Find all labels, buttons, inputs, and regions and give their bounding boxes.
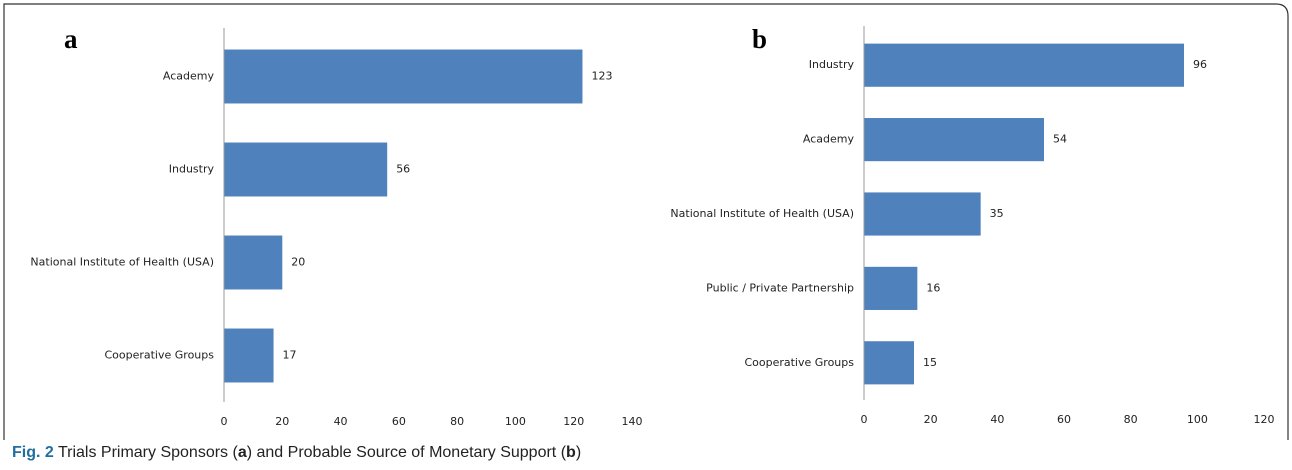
value-label: 16 xyxy=(926,281,940,294)
value-label: 54 xyxy=(1053,133,1067,146)
x-tick-label: 80 xyxy=(1124,413,1138,426)
category-label: Academy xyxy=(803,133,855,146)
x-tick-label: 120 xyxy=(563,415,584,428)
caption-text: ) and Probable Source of Monetary Suppor… xyxy=(246,444,567,461)
value-label: 15 xyxy=(923,356,937,369)
x-tick-label: 60 xyxy=(392,415,406,428)
value-label: 56 xyxy=(396,163,410,176)
x-tick-label: 100 xyxy=(1187,413,1208,426)
bar xyxy=(864,43,1184,87)
category-label: Industry xyxy=(809,58,855,71)
x-tick-label: 80 xyxy=(450,415,464,428)
panel-label: a xyxy=(64,24,78,54)
category-label: Industry xyxy=(169,163,215,176)
x-tick-label: 0 xyxy=(861,413,868,426)
bar xyxy=(224,142,388,197)
x-tick-label: 140 xyxy=(622,415,643,428)
value-label: 96 xyxy=(1193,58,1207,71)
caption-label: Fig. 2 xyxy=(12,444,54,461)
bar xyxy=(864,341,914,385)
caption-text: Trials Primary Sponsors ( xyxy=(57,444,238,461)
frame xyxy=(3,3,1289,440)
x-tick-label: 100 xyxy=(505,415,526,428)
bar xyxy=(224,235,283,290)
value-label: 17 xyxy=(283,349,297,362)
category-label: Cooperative Groups xyxy=(104,349,214,362)
category-label: National Institute of Health (USA) xyxy=(670,207,854,220)
value-label: 123 xyxy=(591,70,612,83)
bar xyxy=(864,192,981,236)
x-tick-label: 120 xyxy=(1254,413,1275,426)
caption-text: a xyxy=(237,444,247,461)
value-label: 35 xyxy=(990,207,1004,220)
bar xyxy=(224,49,583,104)
category-label: National Institute of Health (USA) xyxy=(30,256,214,269)
caption-text: ) xyxy=(575,444,582,461)
value-label: 20 xyxy=(291,256,305,269)
x-tick-label: 0 xyxy=(221,415,228,428)
bar xyxy=(224,328,274,383)
caption-text: b xyxy=(566,444,576,461)
category-label: Cooperative Groups xyxy=(744,356,854,369)
category-label: Academy xyxy=(163,70,215,83)
x-tick-label: 20 xyxy=(924,413,938,426)
caption: Fig. 2 Trials Primary Sponsors (a) and P… xyxy=(12,444,581,462)
bar xyxy=(864,118,1044,162)
x-tick-label: 40 xyxy=(990,413,1004,426)
x-tick-label: 40 xyxy=(334,415,348,428)
category-label: Public / Private Partnership xyxy=(706,281,854,294)
bar xyxy=(864,266,918,310)
panel-label: b xyxy=(752,24,767,54)
x-tick-label: 60 xyxy=(1057,413,1071,426)
x-tick-label: 20 xyxy=(275,415,289,428)
